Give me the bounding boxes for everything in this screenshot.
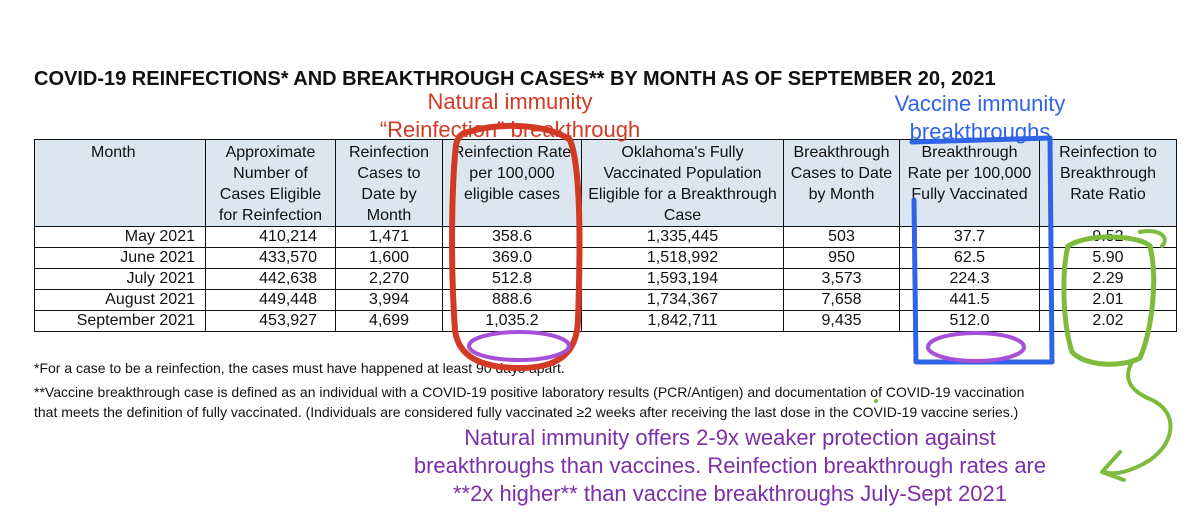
eligible-reinfection-cell: 449,448 — [205, 289, 336, 311]
column-header-reinfection-cases: Reinfection Cases to Date by Month — [335, 139, 443, 227]
rate-ratio-cell: 9.52 — [1039, 226, 1177, 248]
table-row: August 2021 449,448 3,994 888.6 1,734,36… — [34, 289, 1177, 311]
purple-circle-breakthrough — [926, 331, 1026, 363]
annotation-purple-line: Natural immunity offers 2-9x weaker prot… — [464, 425, 996, 450]
eligible-reinfection-cell: 442,638 — [205, 268, 336, 290]
rate-ratio-cell: 2.29 — [1039, 268, 1177, 290]
column-header-breakthrough-rate: Breakthrough Rate per 100,000 Fully Vacc… — [899, 139, 1040, 227]
purple-circle-reinfection — [467, 330, 571, 362]
breakthrough-cases-cell: 3,573 — [783, 268, 900, 290]
column-header-rate-ratio: Reinfection to Breakthrough Rate Ratio — [1039, 139, 1177, 227]
annotation-purple-line: **2x higher** than vaccine breakthroughs… — [452, 481, 1008, 506]
rate-ratio-cell: 2.02 — [1039, 310, 1177, 332]
reinfection-rate-cell: 358.6 — [442, 226, 582, 248]
annotation-blue-line: breakthroughs — [909, 119, 1051, 144]
reinfection-cases-cell: 1,600 — [335, 247, 443, 269]
vaccinated-population-cell: 1,842,711 — [581, 310, 784, 332]
rate-ratio-cell: 5.90 — [1039, 247, 1177, 269]
reinfection-breakthrough-table: Month Approximate Number of Cases Eligib… — [34, 139, 1177, 332]
annotation-red-line: “Reinfection” breakthrough — [379, 117, 641, 142]
breakthrough-cases-cell: 7,658 — [783, 289, 900, 311]
table-row: June 2021 433,570 1,600 369.0 1,518,992 … — [34, 247, 1177, 269]
vaccinated-population-cell: 1,593,194 — [581, 268, 784, 290]
month-cell: May 2021 — [34, 226, 206, 248]
breakthrough-rate-cell: 224.3 — [899, 268, 1040, 290]
vaccinated-population-cell: 1,734,367 — [581, 289, 784, 311]
column-header-reinfection-rate: Reinfection Rate per 100,000 eligible ca… — [442, 139, 582, 227]
breakthrough-cases-cell: 9,435 — [783, 310, 900, 332]
breakthrough-rate-cell: 62.5 — [899, 247, 1040, 269]
reinfection-cases-cell: 2,270 — [335, 268, 443, 290]
eligible-reinfection-cell: 410,214 — [205, 226, 336, 248]
reinfection-rate-cell: 369.0 — [442, 247, 582, 269]
reinfection-cases-cell: 4,699 — [335, 310, 443, 332]
breakthrough-cases-cell: 503 — [783, 226, 900, 248]
reinfection-cases-cell: 1,471 — [335, 226, 443, 248]
month-cell: July 2021 — [34, 268, 206, 290]
breakthrough-rate-cell: 512.0 — [899, 310, 1040, 332]
table-row: July 2021 442,638 2,270 512.8 1,593,194 … — [34, 268, 1177, 290]
month-cell: September 2021 — [34, 310, 206, 332]
footnote-reinfection: *For a case to be a reinfection, the cas… — [34, 360, 565, 376]
month-cell: August 2021 — [34, 289, 206, 311]
annotation-natural-immunity: Natural immunity “Reinfection” breakthro… — [340, 88, 680, 144]
eligible-reinfection-cell: 433,570 — [205, 247, 336, 269]
column-header-breakthrough-cases: Breakthrough Cases to Date by Month — [783, 139, 900, 227]
breakthrough-rate-cell: 37.7 — [899, 226, 1040, 248]
column-header-month: Month — [34, 139, 206, 227]
annotation-comparison-summary: Natural immunity offers 2-9x weaker prot… — [330, 424, 1130, 508]
column-header-eligible-reinfection: Approximate Number of Cases Eligible for… — [205, 139, 336, 227]
annotation-vaccine-immunity: Vaccine immunity breakthroughs — [860, 90, 1100, 146]
breakthrough-cases-cell: 950 — [783, 247, 900, 269]
vaccinated-population-cell: 1,335,445 — [581, 226, 784, 248]
eligible-reinfection-cell: 453,927 — [205, 310, 336, 332]
table-row: September 2021 453,927 4,699 1,035.2 1,8… — [34, 310, 1177, 332]
footnote-breakthrough-definition: **Vaccine breakthrough case is defined a… — [34, 384, 1025, 400]
reinfection-rate-cell: 512.8 — [442, 268, 582, 290]
table-header-row: Month Approximate Number of Cases Eligib… — [34, 139, 1177, 227]
column-header-vaccinated-population: Oklahoma's Fully Vaccinated Population E… — [581, 139, 784, 227]
annotation-blue-line: Vaccine immunity — [894, 91, 1066, 116]
reinfection-rate-cell: 888.6 — [442, 289, 582, 311]
table-row: May 2021 410,214 1,471 358.6 1,335,445 5… — [34, 226, 1177, 248]
vaccinated-population-cell: 1,518,992 — [581, 247, 784, 269]
annotation-red-line: Natural immunity — [427, 89, 593, 114]
reinfection-cases-cell: 3,994 — [335, 289, 443, 311]
document-title: COVID-19 REINFECTIONS* AND BREAKTHROUGH … — [34, 68, 996, 90]
reinfection-rate-cell: 1,035.2 — [442, 310, 582, 332]
annotation-purple-line: breakthroughs than vaccines. Reinfection… — [413, 453, 1047, 478]
month-cell: June 2021 — [34, 247, 206, 269]
breakthrough-rate-cell: 441.5 — [899, 289, 1040, 311]
rate-ratio-cell: 2.01 — [1039, 289, 1177, 311]
footnote-breakthrough-definition-cont: that meets the definition of fully vacci… — [34, 404, 1019, 420]
